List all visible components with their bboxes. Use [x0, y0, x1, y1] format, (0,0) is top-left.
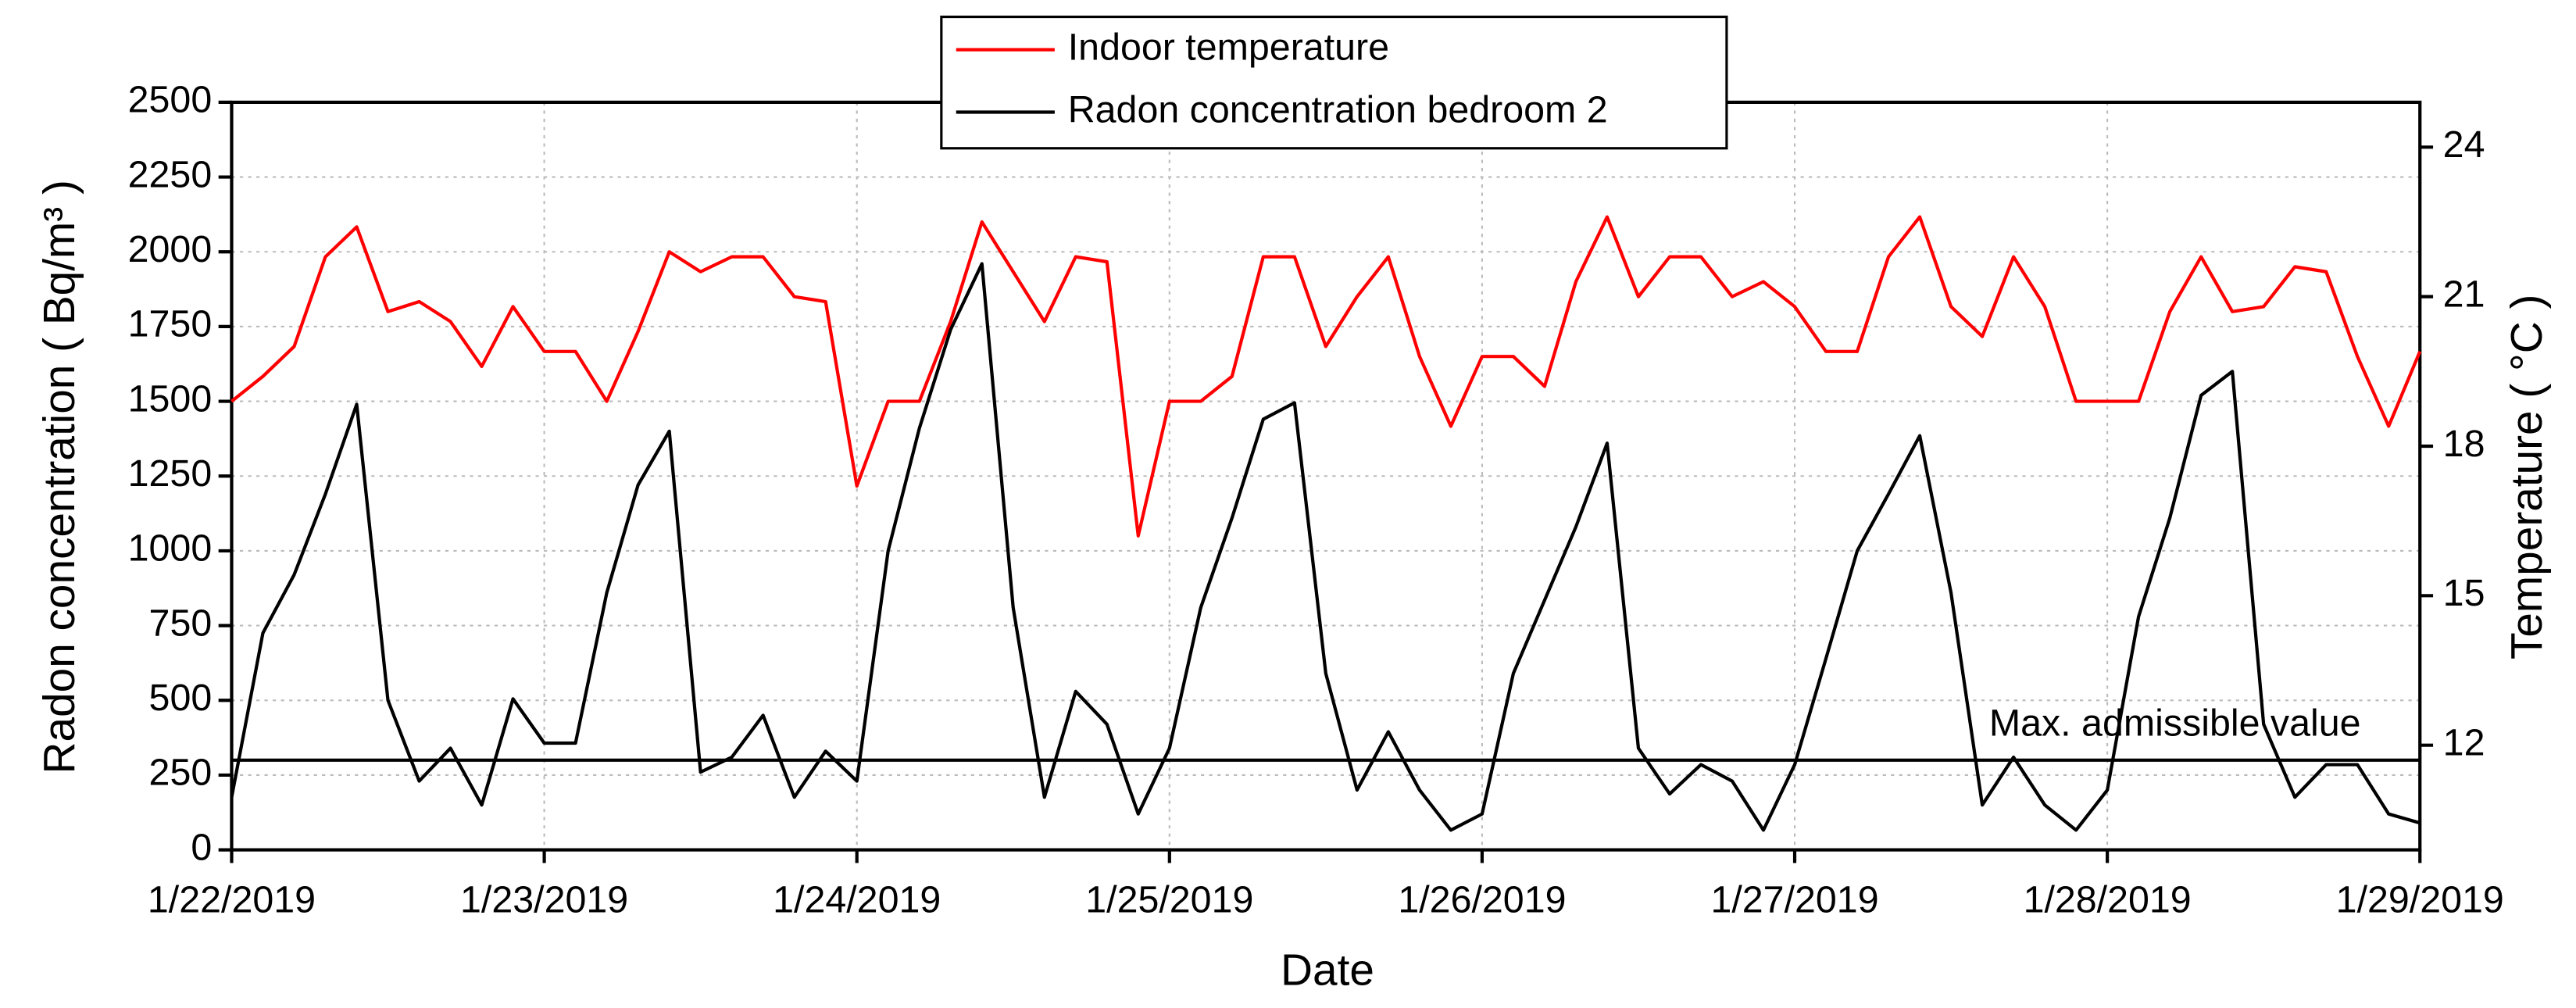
y2-tick-label: 12: [2443, 721, 2485, 763]
y-tick-label: 2000: [128, 228, 213, 270]
legend-box: [940, 15, 1728, 150]
y-tick-label: 1250: [128, 452, 213, 495]
x-tick-label: 1/23/2019: [460, 879, 628, 921]
y-tick-label: 2500: [128, 79, 213, 121]
y-tick-label: 250: [149, 752, 213, 794]
y-tick-label: 500: [149, 677, 213, 719]
y2-tick-label: 18: [2443, 423, 2485, 465]
x-tick-label: 1/22/2019: [148, 879, 316, 921]
x-tick-label: 1/28/2019: [2024, 879, 2192, 921]
y-axis-title: Radon concentration ( Bq/m³ ): [35, 180, 84, 774]
data-line: [230, 215, 2422, 538]
y-tick-label: 0: [191, 826, 212, 868]
x-tick-label: 1/25/2019: [1085, 879, 1253, 921]
x-axis-title: Date: [1281, 945, 1374, 995]
y2-axis-title: Temperature ( °C ): [2503, 295, 2552, 659]
y2-tick-label: 15: [2443, 572, 2485, 614]
y-tick-label: 2250: [128, 153, 213, 195]
y2-tick-label: 24: [2443, 123, 2485, 166]
y-tick-label: 1750: [128, 303, 213, 345]
x-tick-label: 1/26/2019: [1398, 879, 1566, 921]
legend-label: Radon concentration bedroom 2: [1068, 88, 1608, 130]
threshold-label: Max. admissible value: [1989, 702, 2361, 744]
x-tick-label: 1/29/2019: [2336, 879, 2504, 921]
y2-tick-label: 21: [2443, 273, 2485, 315]
legend-label: Indoor temperature: [1068, 26, 1389, 68]
x-tick-label: 1/24/2019: [773, 879, 941, 921]
x-tick-label: 1/27/2019: [1710, 879, 1878, 921]
y-tick-label: 750: [149, 602, 213, 644]
data-line: [230, 262, 2421, 832]
y-tick-label: 1000: [128, 527, 213, 570]
y-tick-label: 1500: [128, 377, 213, 420]
